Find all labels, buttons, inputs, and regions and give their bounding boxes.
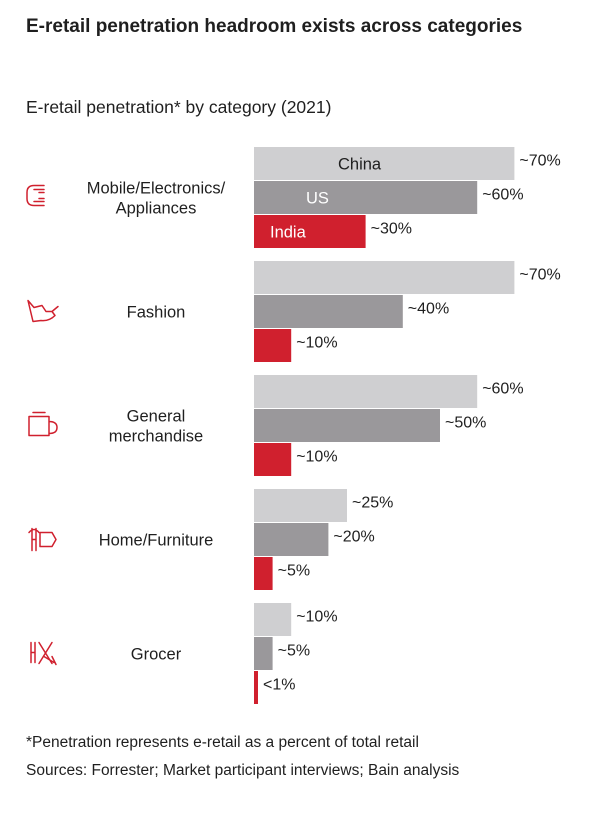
value-label: ~10% [296, 335, 337, 352]
value-label: ~70% [519, 267, 560, 284]
fork-icon [30, 641, 57, 666]
bar-india [254, 215, 366, 248]
bar-china [254, 375, 478, 408]
bar-us [254, 637, 273, 670]
bar-china [254, 147, 515, 180]
value-label: ~25% [352, 495, 393, 512]
series-label-india: India [270, 224, 307, 242]
value-label: ~70% [519, 153, 560, 170]
bar-chart: Mobile/Electronics/Appliances ~70% China ~6… [26, 147, 561, 704]
lamp-icon [28, 527, 57, 552]
value-label: ~5% [278, 643, 310, 660]
bar-us [254, 523, 329, 556]
category-label: Grocer [131, 646, 182, 664]
mug-icon [28, 411, 58, 437]
bar-china [254, 489, 347, 522]
chart-title: E-retail penetration headroom exists acr… [26, 16, 523, 37]
shoe-icon [27, 299, 59, 323]
category-label: Fashion [127, 304, 186, 322]
bar-india [254, 329, 292, 362]
category-label: General [127, 408, 186, 426]
category-label: merchandise [109, 428, 203, 446]
category-label: Home/Furniture [99, 532, 214, 550]
value-label: ~40% [408, 301, 449, 318]
value-label: ~10% [296, 609, 337, 626]
bar-us [254, 295, 403, 328]
category-label: Appliances [116, 200, 197, 218]
bar-india [254, 557, 273, 590]
bar-india [254, 443, 292, 476]
value-label: ~30% [371, 221, 412, 238]
phone-icon [26, 184, 45, 207]
value-label: ~60% [482, 381, 523, 398]
value-label: <1% [263, 677, 295, 694]
bar-china [254, 261, 515, 294]
value-label: ~50% [445, 415, 486, 432]
series-label-china: China [338, 156, 382, 174]
series-label-us: US [306, 190, 329, 208]
category-label: Mobile/Electronics/ [87, 180, 226, 198]
value-label: ~60% [482, 187, 523, 204]
bar-india [254, 671, 258, 704]
footnote: *Penetration represents e-retail as a pe… [26, 734, 419, 751]
value-label: ~20% [333, 529, 374, 546]
bar-us [254, 409, 440, 442]
chart-subtitle: E-retail penetration* by category (2021) [26, 97, 332, 117]
value-label: ~5% [278, 563, 310, 580]
bar-china [254, 603, 292, 636]
bar-us [254, 181, 478, 214]
sources-note: Sources: Forrester; Market participant i… [26, 762, 460, 779]
value-label: ~10% [296, 449, 337, 466]
